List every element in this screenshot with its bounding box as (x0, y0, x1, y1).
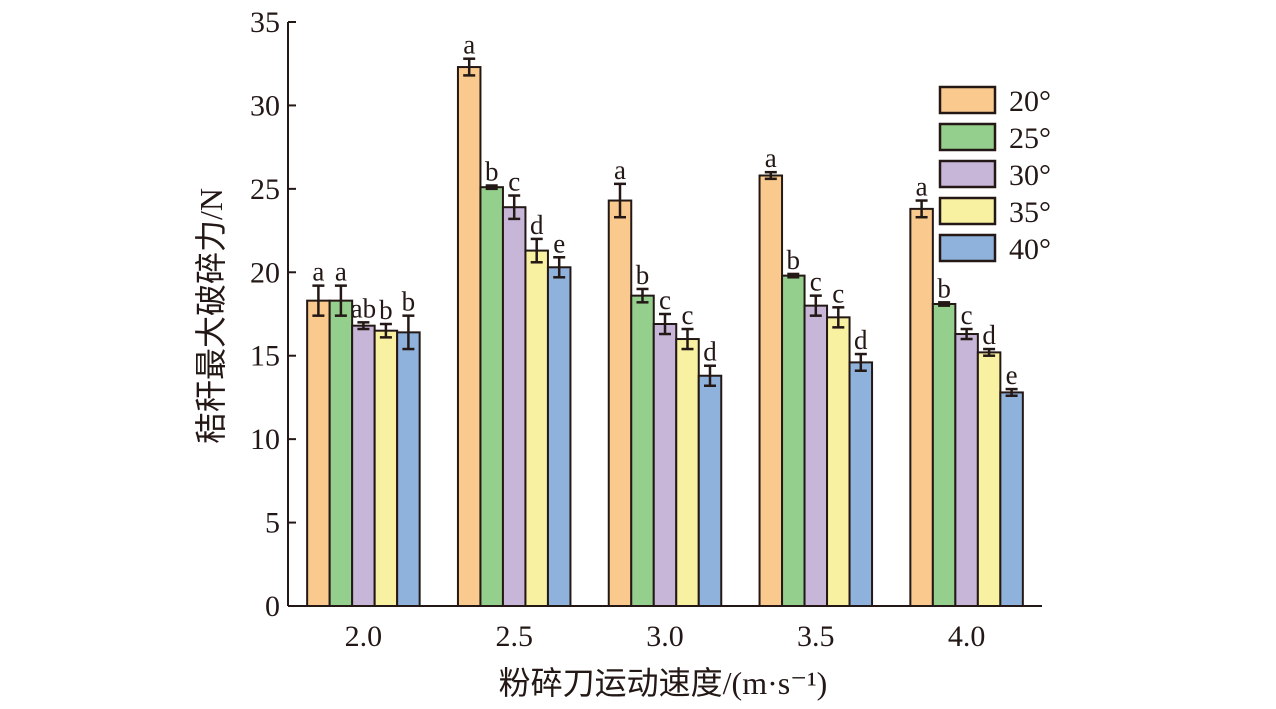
legend-label: 30° (1009, 159, 1051, 192)
significance-label: b (379, 295, 393, 325)
significance-label: c (832, 278, 844, 308)
y-tick-label: 25 (250, 173, 280, 206)
y-axis-title: 秸秆最大破碎力/N (193, 188, 229, 444)
significance-label: e (1006, 360, 1018, 390)
y-tick-label: 0 (265, 590, 280, 623)
x-tick-label: 2.5 (495, 620, 533, 653)
significance-label: d (703, 337, 717, 367)
bar (524, 249, 549, 607)
bar (803, 304, 829, 607)
bar (909, 207, 934, 607)
x-tick-label: 2.0 (345, 620, 383, 653)
significance-label: a (463, 30, 475, 60)
legend-swatch (938, 122, 997, 152)
significance-label: d (854, 325, 868, 355)
bar (456, 66, 482, 607)
significance-label: c (682, 300, 694, 330)
x-axis-title: 粉碎刀运动速度/(m·s⁻¹) (499, 665, 828, 701)
legend-label: 35° (1009, 196, 1051, 229)
bar (758, 174, 784, 607)
y-tick-label: 10 (250, 423, 280, 456)
bar (306, 299, 331, 607)
bar (781, 274, 806, 607)
x-axis: 2.0 2.5 3.0 3.5 4.0 (288, 605, 1042, 653)
significance-label: c (810, 267, 822, 297)
x-tick-label: 4.0 (948, 620, 986, 653)
bar (675, 338, 700, 607)
y-tick-label: 35 (250, 6, 280, 39)
bar (697, 374, 723, 608)
significance-label: a (335, 257, 347, 287)
bar (848, 361, 874, 608)
significance-label: a (614, 155, 626, 185)
significance-label: ab (351, 293, 376, 323)
significance-label: d (530, 210, 544, 240)
significance-label: b (937, 273, 951, 303)
significance-label: a (312, 257, 324, 287)
y-tick-label: 5 (265, 507, 280, 540)
significance-label: a (916, 172, 928, 202)
significance-label: c (659, 285, 671, 315)
y-tick-label: 20 (250, 256, 280, 289)
bar (546, 266, 572, 607)
bar (826, 316, 851, 607)
x-tick-label: 3.0 (646, 620, 684, 653)
bar (954, 333, 979, 607)
significance-label: c (508, 167, 520, 197)
legend-swatch (938, 85, 997, 115)
legend-swatch (938, 196, 997, 226)
significance-label: b (636, 260, 650, 290)
legend-label: 40° (1009, 233, 1051, 266)
bar (999, 391, 1024, 607)
bar (630, 294, 655, 607)
bar (976, 351, 1002, 607)
legend-label: 25° (1009, 122, 1051, 155)
bar (328, 299, 354, 607)
legend-swatch (938, 159, 997, 189)
significance-label: a (765, 143, 777, 173)
significance-label: b (485, 157, 499, 187)
y-tick-label: 15 (250, 340, 280, 373)
x-tick-label: 3.5 (797, 620, 835, 653)
significance-label: d (982, 320, 996, 350)
bar (396, 331, 421, 607)
significance-label: c (961, 300, 973, 330)
bar (607, 199, 633, 607)
bar (931, 302, 957, 607)
y-tick-label: 30 (250, 89, 280, 122)
y-axis: 0 5 10 15 20 25 30 35 (250, 6, 296, 623)
significance-label: b (402, 287, 416, 317)
legend-swatch (938, 233, 997, 263)
bar (479, 186, 504, 607)
bar (652, 323, 678, 607)
significance-label: e (553, 228, 565, 258)
bar (373, 329, 399, 607)
significance-label: b (787, 245, 801, 275)
legend-label: 20° (1009, 85, 1051, 118)
legend: 20° 25° 30° 35° 40° (938, 85, 1051, 266)
bar (501, 206, 527, 607)
bar (351, 324, 376, 607)
